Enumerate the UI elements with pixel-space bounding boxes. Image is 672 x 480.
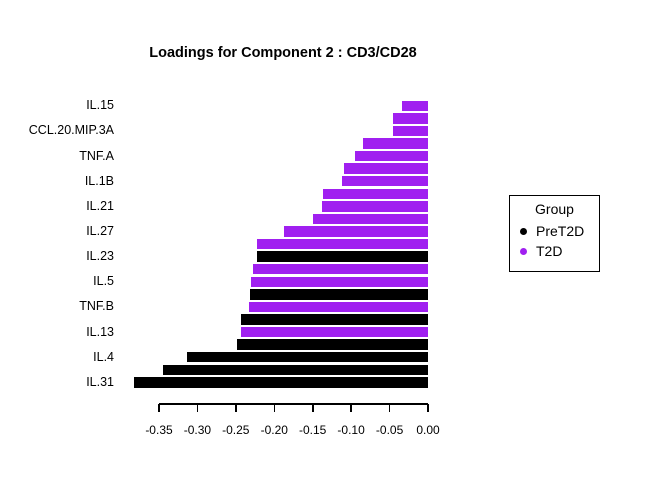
bar-il.21	[321, 201, 428, 212]
x-axis-tick-label: 0.00	[416, 423, 440, 437]
bar-tnf.a	[355, 150, 428, 162]
bar-il.5	[251, 276, 428, 287]
bar	[362, 138, 428, 149]
x-axis-tick	[388, 404, 391, 412]
y-axis-label: TNF.A	[79, 148, 114, 163]
y-axis-label: IL.4	[93, 349, 114, 364]
bar-il.23	[257, 251, 428, 262]
legend-label-t2d: T2D	[536, 243, 563, 259]
y-axis-label: IL.13	[86, 324, 114, 339]
y-axis-label: TNF.B	[79, 299, 114, 314]
x-axis-tick-label: -0.25	[222, 423, 250, 437]
legend-item-pret2d: PreT2D	[510, 221, 599, 241]
bar	[252, 263, 428, 275]
x-axis-tick-label: -0.20	[260, 423, 288, 437]
x-axis-tick	[312, 404, 314, 412]
bar-tnf.b	[248, 301, 428, 313]
x-axis-tick	[350, 404, 352, 412]
bar	[257, 238, 428, 250]
y-axis-label: IL.5	[93, 274, 114, 289]
y-axis-label: CCL.20.MIP.3A	[28, 123, 114, 138]
x-axis-tick-label: -0.10	[337, 423, 365, 437]
x-axis-tick	[427, 404, 429, 412]
legend-label-pret2d: PreT2D	[536, 223, 585, 239]
y-axis-label: IL.27	[86, 223, 114, 238]
bar-il.27	[283, 226, 428, 237]
x-axis-tick-label: -0.15	[299, 423, 327, 437]
bar-il.4	[186, 351, 428, 363]
x-axis-line	[159, 403, 428, 405]
y-axis-label: IL.1B	[84, 173, 114, 188]
t2d-marker-dot	[520, 247, 527, 255]
x-axis-tick-label: -0.30	[183, 423, 212, 437]
bar	[322, 188, 428, 199]
chart-title: Loadings for Component 2 : CD3/CD28	[149, 45, 417, 61]
pret2d-marker-dot	[520, 227, 527, 235]
y-axis-label: IL.15	[86, 98, 114, 113]
y-axis-label: IL.23	[86, 249, 114, 264]
x-axis-tick-label: -0.35	[145, 423, 173, 437]
legend-item-t2d: T2D	[510, 241, 599, 261]
x-axis-tick-label: -0.05	[375, 423, 404, 437]
bar	[236, 339, 428, 350]
x-axis-tick	[158, 404, 160, 412]
bar	[249, 289, 428, 300]
bar	[344, 163, 428, 174]
x-axis-tick	[235, 404, 237, 412]
y-axis-label: IL.31	[86, 374, 114, 389]
bar-il.15	[401, 100, 428, 111]
legend-title: Group	[535, 201, 574, 217]
bar-il.31	[134, 377, 428, 388]
bar	[393, 113, 428, 124]
y-axis-label: IL.21	[86, 198, 114, 213]
bar-il.13	[240, 326, 428, 338]
bar	[241, 314, 428, 325]
bar	[162, 364, 428, 375]
bar	[312, 213, 428, 225]
bar-il.1b	[341, 175, 428, 187]
x-axis-tick	[196, 404, 199, 412]
legend: Group PreT2D T2D	[509, 195, 600, 272]
bar-ccl.20.mip.3a	[393, 125, 428, 137]
legend-items: PreT2D T2D	[510, 221, 599, 261]
x-axis-tick	[273, 404, 275, 412]
